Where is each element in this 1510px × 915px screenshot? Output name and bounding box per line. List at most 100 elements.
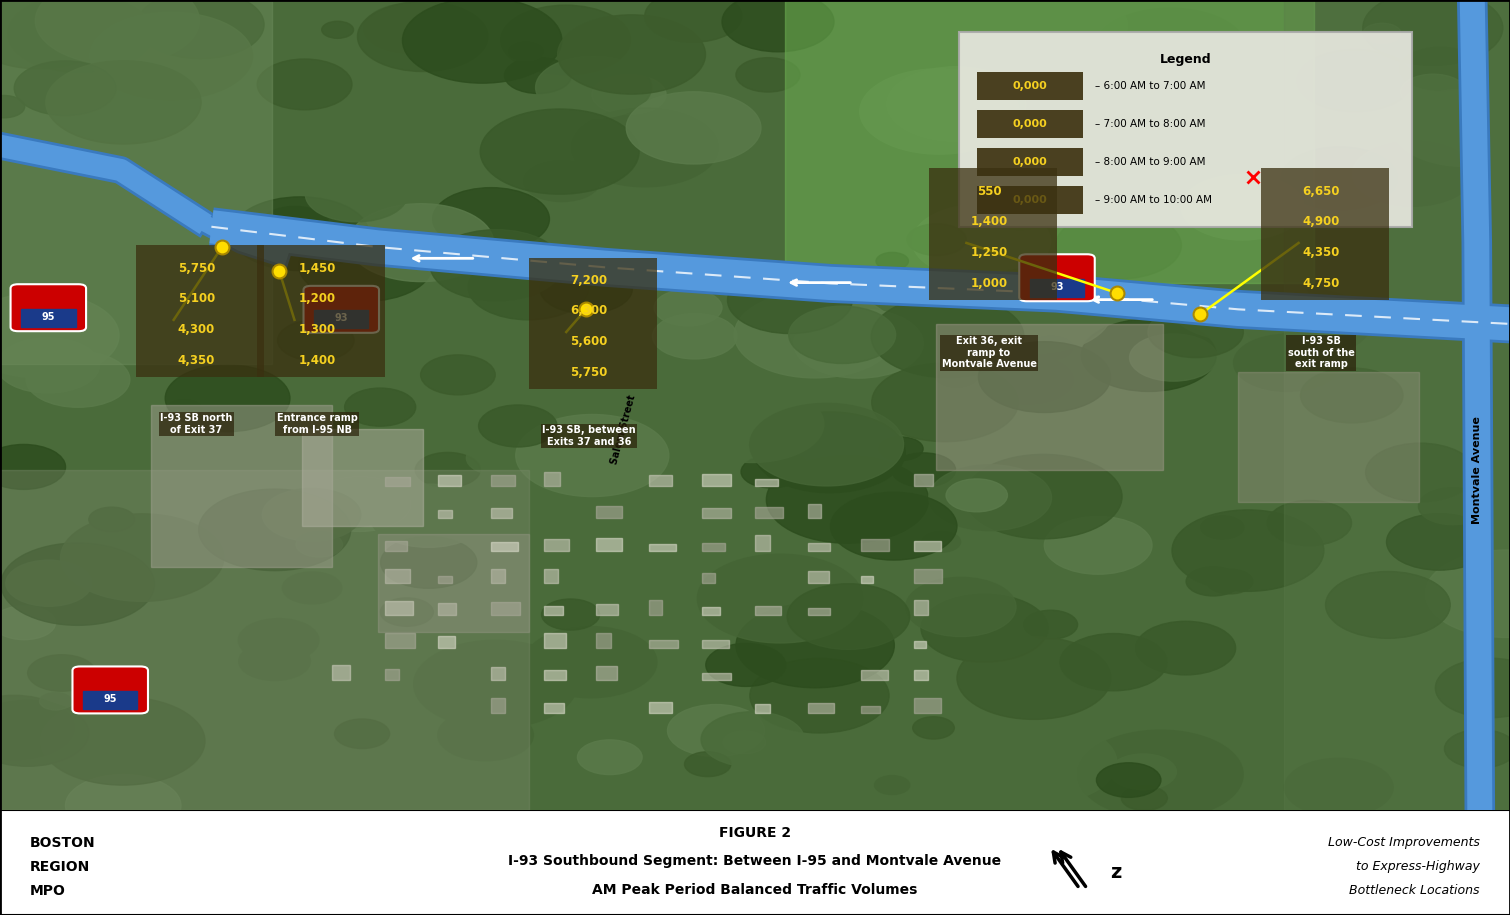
Circle shape <box>750 658 889 733</box>
Bar <box>808 703 835 713</box>
Text: 1,000: 1,000 <box>971 277 1007 290</box>
Circle shape <box>1095 8 1246 90</box>
Bar <box>596 506 622 518</box>
Circle shape <box>344 388 415 426</box>
Circle shape <box>1392 89 1510 167</box>
Circle shape <box>705 643 785 686</box>
FancyBboxPatch shape <box>528 257 657 389</box>
Bar <box>385 632 415 648</box>
Bar <box>861 670 888 680</box>
Text: 4,900: 4,900 <box>1303 215 1339 229</box>
Bar <box>438 511 451 518</box>
Bar <box>385 601 412 616</box>
Text: REGION: REGION <box>30 860 91 875</box>
Text: 93: 93 <box>335 314 347 323</box>
Text: BOSTON: BOSTON <box>30 836 95 850</box>
Circle shape <box>370 484 488 547</box>
FancyBboxPatch shape <box>11 285 86 331</box>
Circle shape <box>166 400 202 418</box>
Bar <box>596 538 622 551</box>
Circle shape <box>219 436 304 481</box>
Bar <box>544 472 560 486</box>
Bar <box>544 671 566 680</box>
Bar <box>861 539 889 551</box>
Bar <box>438 576 453 583</box>
Circle shape <box>8 0 154 72</box>
Bar <box>83 691 137 709</box>
Circle shape <box>358 2 488 71</box>
Circle shape <box>1234 334 1339 392</box>
Text: 0,000: 0,000 <box>1012 119 1048 129</box>
Text: 6,300: 6,300 <box>571 305 607 318</box>
Bar <box>755 479 778 486</box>
Circle shape <box>524 627 657 698</box>
Circle shape <box>912 716 954 739</box>
Circle shape <box>257 59 352 110</box>
Bar <box>438 475 461 486</box>
Circle shape <box>296 533 343 557</box>
Circle shape <box>874 776 911 794</box>
Bar <box>1030 279 1084 296</box>
FancyBboxPatch shape <box>304 285 379 333</box>
Bar <box>385 669 399 680</box>
Bar <box>332 664 350 680</box>
Circle shape <box>971 338 1015 361</box>
Circle shape <box>45 60 201 144</box>
Circle shape <box>0 764 62 818</box>
Circle shape <box>89 507 134 532</box>
Circle shape <box>282 572 341 604</box>
Bar <box>544 704 565 713</box>
Circle shape <box>1400 74 1466 110</box>
Circle shape <box>741 456 802 488</box>
Circle shape <box>947 479 1007 511</box>
Circle shape <box>26 351 130 407</box>
Circle shape <box>501 5 630 75</box>
Circle shape <box>1386 513 1492 570</box>
Bar <box>544 539 569 551</box>
Text: 4,350: 4,350 <box>1303 246 1339 259</box>
Circle shape <box>0 338 100 393</box>
Circle shape <box>403 0 562 83</box>
Circle shape <box>39 5 101 38</box>
Text: 4,750: 4,750 <box>1303 277 1339 290</box>
Circle shape <box>1400 48 1481 91</box>
Circle shape <box>1096 763 1161 797</box>
Circle shape <box>1030 337 1072 360</box>
Circle shape <box>1181 174 1303 240</box>
Bar <box>914 568 942 583</box>
Bar <box>596 633 610 648</box>
Bar <box>314 310 368 328</box>
Circle shape <box>701 712 805 767</box>
Bar <box>755 705 770 713</box>
Bar <box>491 509 512 518</box>
Circle shape <box>1365 443 1475 501</box>
Circle shape <box>0 293 119 378</box>
Circle shape <box>261 207 329 243</box>
Circle shape <box>728 266 852 334</box>
Circle shape <box>299 230 432 301</box>
Text: 1,300: 1,300 <box>299 323 335 336</box>
Circle shape <box>1045 516 1152 575</box>
Circle shape <box>652 314 737 359</box>
Circle shape <box>773 455 806 472</box>
Bar <box>649 544 675 551</box>
Circle shape <box>468 255 589 320</box>
Bar <box>302 429 423 526</box>
FancyBboxPatch shape <box>136 245 264 377</box>
Bar <box>385 542 408 551</box>
FancyBboxPatch shape <box>72 666 148 714</box>
Circle shape <box>430 230 563 301</box>
Circle shape <box>524 160 599 201</box>
Circle shape <box>767 457 929 544</box>
Bar <box>861 576 873 583</box>
Circle shape <box>504 58 572 93</box>
Text: 5,600: 5,600 <box>571 335 607 349</box>
Bar <box>596 604 618 616</box>
Circle shape <box>1155 566 1246 615</box>
Circle shape <box>1129 334 1217 382</box>
Text: 0,000: 0,000 <box>1012 157 1048 167</box>
Circle shape <box>0 445 65 490</box>
Circle shape <box>953 269 1111 353</box>
FancyBboxPatch shape <box>1019 254 1095 301</box>
Circle shape <box>35 0 199 65</box>
